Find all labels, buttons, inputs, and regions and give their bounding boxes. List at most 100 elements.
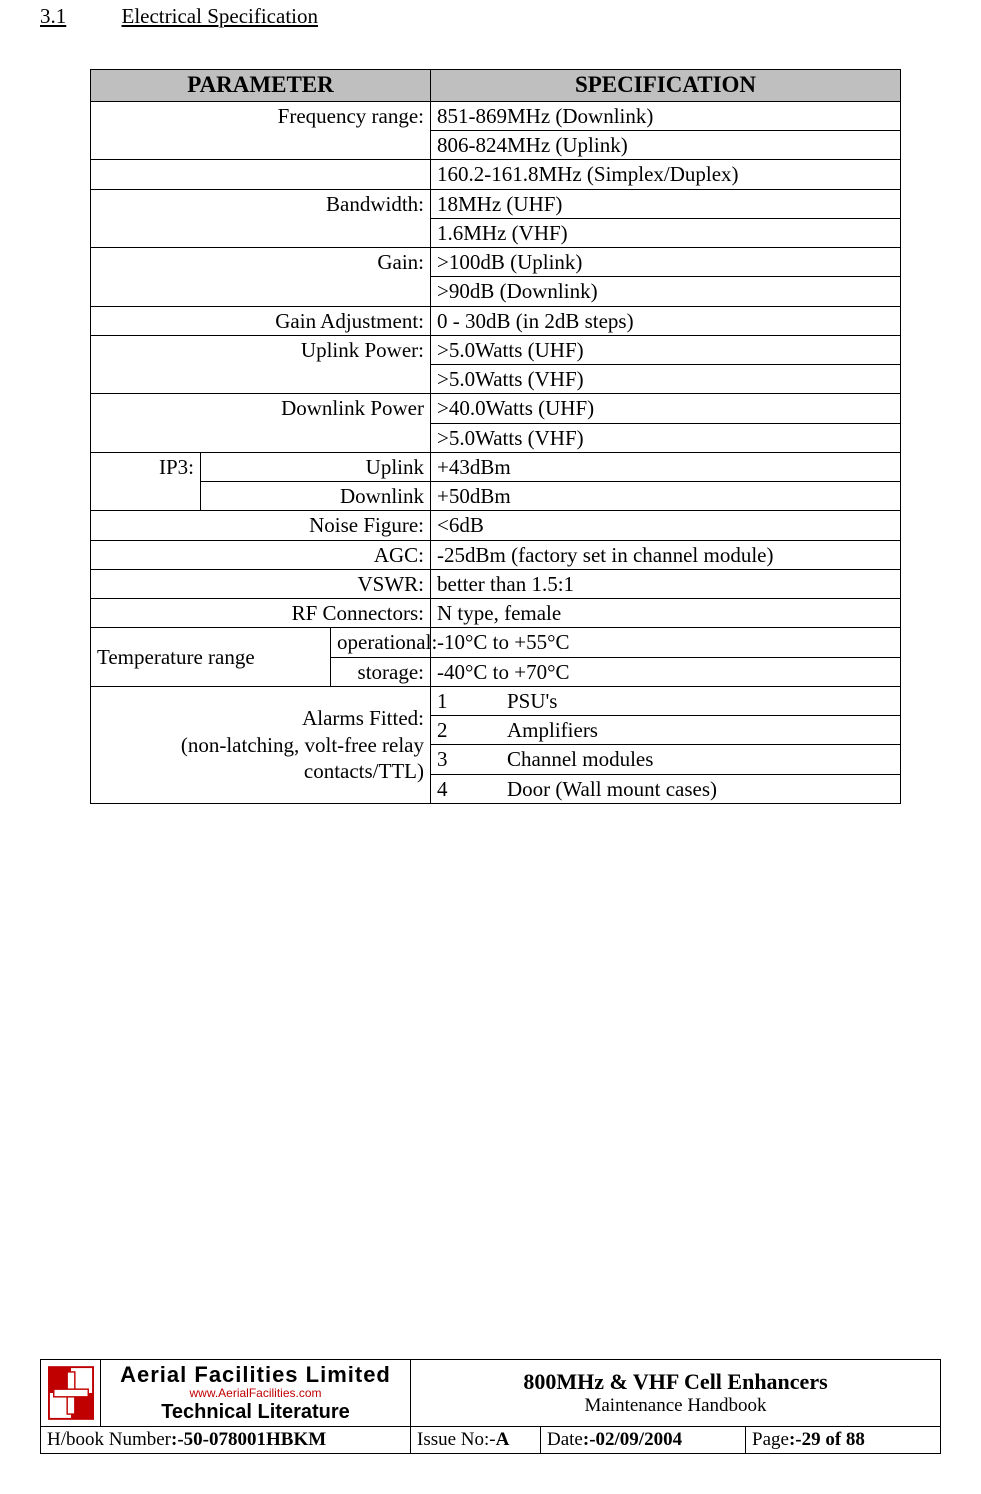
table-row: AGC: -25dBm (factory set in channel modu… [91, 540, 901, 569]
alarm2-num: 2 [437, 717, 507, 743]
header-parameter: PARAMETER [91, 70, 431, 102]
table-row: Alarms Fitted: (non-latching, volt-free … [91, 686, 901, 715]
val-dn-pwr-uhf: >40.0Watts (UHF) [431, 394, 901, 423]
brand-text: Aerial Facilities Limited www.AerialFaci… [101, 1359, 411, 1426]
specification-table: PARAMETER SPECIFICATION Frequency range:… [90, 69, 901, 804]
page-footer: Aerial Facilities Limited www.AerialFaci… [40, 1359, 941, 1454]
hbook-cell: H/book Number:-50-078001HBKM [41, 1427, 411, 1454]
val-gain-up: >100dB (Uplink) [431, 248, 901, 277]
table-row: Gain Adjustment: 0 - 30dB (in 2dB steps) [91, 306, 901, 335]
val-up-pwr-uhf: >5.0Watts (UHF) [431, 335, 901, 364]
table-row: 160.2-161.8MHz (Simplex/Duplex) [91, 160, 901, 189]
param-rf: RF Connectors: [91, 599, 431, 628]
table-row: Noise Figure: <6dB [91, 511, 901, 540]
val-rf: N type, female [431, 599, 901, 628]
val-freq-up: 806-824MHz (Uplink) [431, 131, 901, 160]
val-nf: <6dB [431, 511, 901, 540]
param-temp-st: storage: [331, 657, 431, 686]
alarm4-txt: Door (Wall mount cases) [507, 777, 717, 801]
param-temp: Temperature range [91, 628, 331, 687]
val-agc: -25dBm (factory set in channel module) [431, 540, 901, 569]
page-label: Page [752, 1429, 789, 1450]
hbook-val: :-50-078001HBKM [171, 1429, 326, 1450]
val-alarm3: 3Channel modules [431, 745, 901, 774]
table-row: Downlink +50dBm [91, 482, 901, 511]
param-gain: Gain: [91, 248, 431, 307]
val-ip3-dn: +50dBm [431, 482, 901, 511]
doc-subtitle: Maintenance Handbook [417, 1395, 934, 1417]
param-ip3: IP3: [91, 452, 201, 511]
footer-row-bottom: H/book Number:-50-078001HBKM Issue No:-A… [41, 1427, 941, 1454]
alarm4-num: 4 [437, 776, 507, 802]
param-agc: AGC: [91, 540, 431, 569]
param-frequency: Frequency range: [91, 101, 431, 160]
issue-val: A [496, 1429, 510, 1450]
val-gain-down: >90dB (Downlink) [431, 277, 901, 306]
val-temp-st: -40°C to +70°C [431, 657, 901, 686]
val-alarm1: 1PSU's [431, 686, 901, 715]
footer-row-top: Aerial Facilities Limited www.AerialFaci… [41, 1359, 941, 1426]
table-row: VSWR: better than 1.5:1 [91, 569, 901, 598]
table-row: RF Connectors: N type, female [91, 599, 901, 628]
val-alarm4: 4Door (Wall mount cases) [431, 774, 901, 803]
param-nf: Noise Figure: [91, 511, 431, 540]
val-alarm2: 2Amplifiers [431, 716, 901, 745]
val-freq-down: 851-869MHz (Downlink) [431, 101, 901, 130]
val-temp-op: -10°C to +55°C [431, 628, 901, 657]
footer-table: Aerial Facilities Limited www.AerialFaci… [40, 1359, 941, 1454]
val-bw-vhf: 1.6MHz (VHF) [431, 218, 901, 247]
date-label: Date [547, 1429, 583, 1450]
hbook-label: H/book Number [47, 1429, 171, 1450]
brand-line1: Aerial Facilities Limited [107, 1362, 404, 1387]
table-row: Uplink Power: >5.0Watts (UHF) [91, 335, 901, 364]
header-specification: SPECIFICATION [431, 70, 901, 102]
param-vswr: VSWR: [91, 569, 431, 598]
section-number: 3.1 [40, 4, 66, 28]
brand-line3: Technical Literature [107, 1401, 404, 1424]
param-dn-pwr: Downlink Power [91, 394, 431, 453]
param-blank [91, 160, 431, 189]
table-row: IP3: Uplink +43dBm [91, 452, 901, 481]
val-gain-adj: 0 - 30dB (in 2dB steps) [431, 306, 901, 335]
table-row: Downlink Power >40.0Watts (UHF) [91, 394, 901, 423]
param-ip3-up: Uplink [201, 452, 431, 481]
val-bw-uhf: 18MHz (UHF) [431, 189, 901, 218]
table-row: Gain: >100dB (Uplink) [91, 248, 901, 277]
page-cell: Page:-29 of 88 [746, 1427, 941, 1454]
param-ip3-dn: Downlink [201, 482, 431, 511]
alarm3-num: 3 [437, 746, 507, 772]
alarm1-txt: PSU's [507, 689, 557, 713]
param-up-pwr: Uplink Power: [91, 335, 431, 394]
param-gain-adj: Gain Adjustment: [91, 306, 431, 335]
alarms-line3: contacts/TTL) [97, 758, 424, 784]
doc-title: 800MHz & VHF Cell Enhancers [417, 1369, 934, 1395]
param-temp-op: operational: [331, 628, 431, 657]
table-row: Temperature range operational: -10°C to … [91, 628, 901, 657]
section-heading: 3.1 Electrical Specification [40, 4, 941, 29]
brand-logo [41, 1359, 101, 1426]
issue-cell: Issue No:-A [411, 1427, 541, 1454]
val-dn-pwr-vhf: >5.0Watts (VHF) [431, 423, 901, 452]
alarm1-num: 1 [437, 688, 507, 714]
doc-title-cell: 800MHz & VHF Cell Enhancers Maintenance … [411, 1359, 941, 1426]
alarm2-txt: Amplifiers [507, 718, 598, 742]
param-alarms: Alarms Fitted: (non-latching, volt-free … [91, 686, 431, 803]
alarm3-txt: Channel modules [507, 747, 653, 771]
val-ip3-up: +43dBm [431, 452, 901, 481]
logo-icon [48, 1366, 94, 1420]
val-vswr: better than 1.5:1 [431, 569, 901, 598]
section-title: Electrical Specification [122, 4, 319, 28]
date-val: :-02/09/2004 [583, 1429, 682, 1450]
issue-label: Issue No:- [417, 1429, 496, 1450]
page-val: :-29 of 88 [789, 1429, 865, 1450]
alarms-line1: Alarms Fitted: [97, 705, 424, 731]
table-row: Frequency range: 851-869MHz (Downlink) [91, 101, 901, 130]
val-up-pwr-vhf: >5.0Watts (VHF) [431, 365, 901, 394]
val-simplex: 160.2-161.8MHz (Simplex/Duplex) [431, 160, 901, 189]
brand-line2: www.AerialFacilities.com [107, 1387, 404, 1401]
date-cell: Date:-02/09/2004 [541, 1427, 746, 1454]
table-header-row: PARAMETER SPECIFICATION [91, 70, 901, 102]
param-bandwidth: Bandwidth: [91, 189, 431, 248]
alarms-line2: (non-latching, volt-free relay [97, 732, 424, 758]
table-row: Bandwidth: 18MHz (UHF) [91, 189, 901, 218]
